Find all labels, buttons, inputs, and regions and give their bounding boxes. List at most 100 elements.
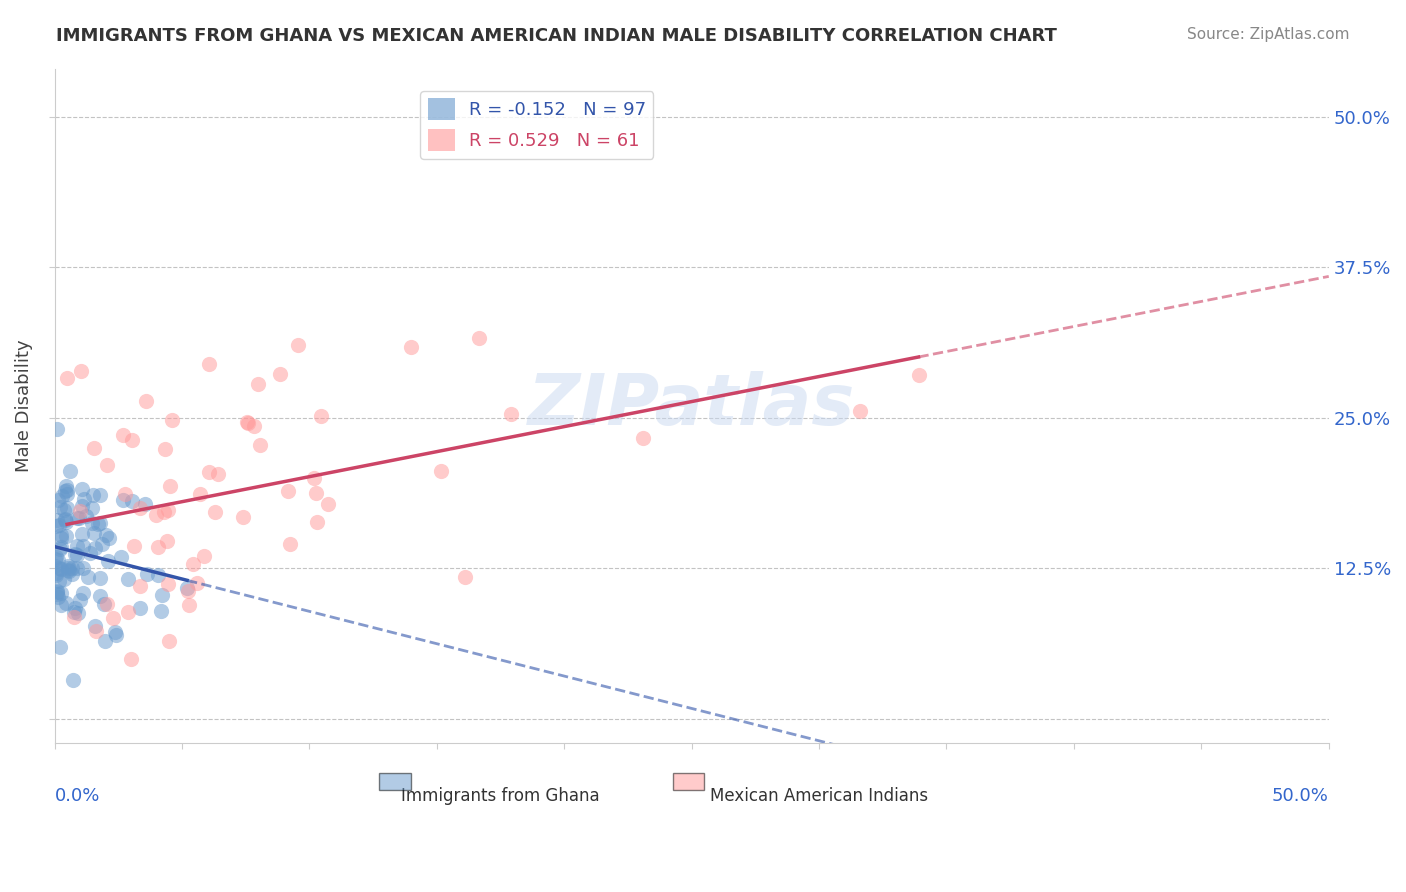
Mexican American Indians [129, 501, 152, 516]
Immigrants from Ghana [56, 563, 79, 577]
Mexican American Indians [63, 609, 86, 624]
Mexican American Indians [181, 557, 204, 571]
Immigrants from Ghana [67, 606, 90, 620]
Mexican American Indians [193, 549, 215, 563]
Mexican American Indians [204, 506, 226, 520]
Mexican American Indians [129, 579, 152, 593]
Mexican American Indians [309, 409, 332, 423]
Immigrants from Ghana [146, 567, 169, 582]
Immigrants from Ghana [176, 582, 198, 596]
Mexican American Indians [114, 486, 136, 500]
Mexican American Indians [135, 393, 157, 408]
Immigrants from Ghana [65, 547, 87, 561]
Immigrants from Ghana [52, 572, 75, 586]
Immigrants from Ghana [69, 593, 91, 607]
Legend: R = -0.152   N = 97, R = 0.529   N = 61: R = -0.152 N = 97, R = 0.529 N = 61 [420, 91, 654, 159]
Mexican American Indians [401, 340, 423, 354]
Immigrants from Ghana [89, 589, 111, 603]
Mexican American Indians [156, 503, 179, 517]
Immigrants from Ghana [60, 561, 83, 575]
Mexican American Indians [160, 413, 183, 427]
Immigrants from Ghana [82, 488, 104, 502]
Immigrants from Ghana [49, 640, 72, 654]
Immigrants from Ghana [46, 584, 69, 599]
Mexican American Indians [186, 576, 208, 591]
Mexican American Indians [499, 407, 522, 421]
Immigrants from Ghana [135, 566, 157, 581]
Immigrants from Ghana [51, 540, 73, 554]
Immigrants from Ghana [66, 548, 89, 562]
Immigrants from Ghana [48, 492, 70, 507]
Immigrants from Ghana [62, 673, 84, 687]
Immigrants from Ghana [150, 588, 173, 602]
Immigrants from Ghana [53, 512, 76, 526]
Immigrants from Ghana [55, 479, 77, 493]
Text: 50.0%: 50.0% [1272, 787, 1329, 805]
Mexican American Indians [84, 624, 107, 638]
Immigrants from Ghana [55, 500, 77, 515]
Immigrants from Ghana [66, 510, 89, 524]
Immigrants from Ghana [89, 516, 111, 530]
Immigrants from Ghana [51, 586, 73, 600]
Immigrants from Ghana [72, 586, 94, 600]
Immigrants from Ghana [44, 559, 66, 574]
Mexican American Indians [198, 465, 221, 479]
Immigrants from Ghana [89, 571, 111, 585]
Mexican American Indians [198, 357, 221, 371]
Mexican American Indians [103, 611, 125, 625]
Mexican American Indians [269, 368, 291, 382]
Immigrants from Ghana [44, 552, 66, 566]
Immigrants from Ghana [48, 542, 70, 557]
Immigrants from Ghana [53, 483, 76, 498]
Immigrants from Ghana [72, 499, 94, 513]
Mexican American Indians [454, 570, 477, 584]
Mexican American Indians [232, 509, 254, 524]
Immigrants from Ghana [58, 559, 80, 574]
Immigrants from Ghana [56, 483, 79, 497]
Mexican American Indians [307, 515, 329, 529]
Immigrants from Ghana [72, 482, 94, 496]
Immigrants from Ghana [58, 565, 80, 579]
Mexican American Indians [278, 537, 301, 551]
Immigrants from Ghana [51, 562, 73, 576]
Immigrants from Ghana [45, 567, 67, 582]
Immigrants from Ghana [45, 566, 67, 580]
Text: ZIPatlas: ZIPatlas [529, 371, 855, 441]
Mexican American Indians [302, 471, 325, 485]
Mexican American Indians [156, 577, 179, 591]
Mexican American Indians [305, 486, 328, 500]
Mexican American Indians [236, 415, 259, 429]
Immigrants from Ghana [48, 517, 70, 532]
Mexican American Indians [96, 597, 118, 611]
Immigrants from Ghana [83, 619, 105, 633]
Mexican American Indians [153, 442, 176, 457]
Text: Immigrants from Ghana: Immigrants from Ghana [401, 787, 600, 805]
Immigrants from Ghana [105, 628, 128, 642]
Mexican American Indians [156, 534, 179, 549]
Immigrants from Ghana [104, 625, 127, 640]
Mexican American Indians [56, 370, 79, 384]
Immigrants from Ghana [112, 492, 135, 507]
Immigrants from Ghana [121, 494, 143, 508]
Mexican American Indians [69, 364, 91, 378]
Immigrants from Ghana [45, 513, 67, 527]
Y-axis label: Male Disability: Male Disability [15, 340, 32, 472]
Immigrants from Ghana [53, 502, 76, 516]
Text: IMMIGRANTS FROM GHANA VS MEXICAN AMERICAN INDIAN MALE DISABILITY CORRELATION CHA: IMMIGRANTS FROM GHANA VS MEXICAN AMERICA… [56, 27, 1057, 45]
Immigrants from Ghana [65, 561, 87, 575]
Immigrants from Ghana [83, 526, 105, 541]
Mexican American Indians [121, 434, 143, 448]
Immigrants from Ghana [63, 605, 86, 619]
Mexican American Indians [277, 483, 299, 498]
Immigrants from Ghana [98, 531, 121, 545]
Mexican American Indians [96, 458, 118, 473]
Immigrants from Ghana [45, 550, 67, 565]
Immigrants from Ghana [60, 566, 83, 581]
Immigrants from Ghana [67, 511, 90, 525]
Mexican American Indians [249, 438, 271, 452]
Mexican American Indians [246, 377, 269, 392]
Mexican American Indians [631, 431, 654, 445]
Text: 0.0%: 0.0% [55, 787, 100, 805]
Mexican American Indians [159, 479, 181, 493]
Mexican American Indians [243, 419, 266, 434]
